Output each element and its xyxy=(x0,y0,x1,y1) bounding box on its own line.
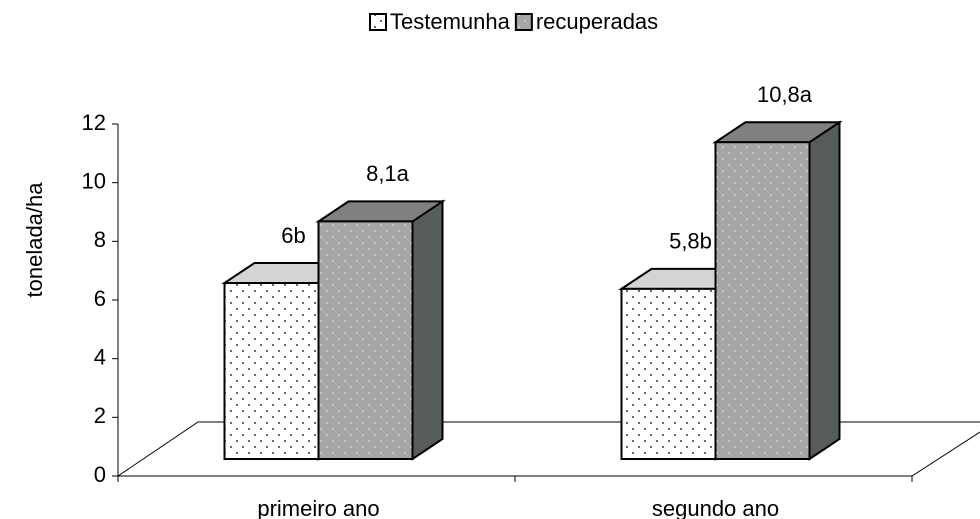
data-label: 6b xyxy=(281,223,305,248)
legend-swatch xyxy=(514,13,533,31)
bar-side xyxy=(808,120,841,461)
y-tick-label: 8 xyxy=(94,227,106,252)
y-tick-label: 10 xyxy=(82,168,106,193)
legend-swatch xyxy=(369,13,387,31)
y-tick-label: 4 xyxy=(94,344,106,369)
y-axis-label: tonelada/ha xyxy=(22,182,47,298)
y-tick-label: 2 xyxy=(94,403,106,428)
bar xyxy=(317,220,414,460)
bar xyxy=(620,287,717,460)
data-label: 10,8a xyxy=(757,82,813,107)
y-tick-label: 0 xyxy=(94,462,106,487)
data-label: 5,8b xyxy=(669,229,712,254)
x-tick-label: segundo ano xyxy=(652,496,779,519)
x-tick-label: primeiro ano xyxy=(257,496,379,519)
bar xyxy=(714,141,811,460)
bar xyxy=(223,282,320,460)
legend-label: Testemunha xyxy=(390,9,511,34)
y-tick-label: 6 xyxy=(94,286,106,311)
y-tick-label: 12 xyxy=(82,110,106,135)
bar-side xyxy=(411,199,444,461)
data-label: 8,1a xyxy=(366,161,410,186)
legend-label: recuperadas xyxy=(536,9,658,34)
